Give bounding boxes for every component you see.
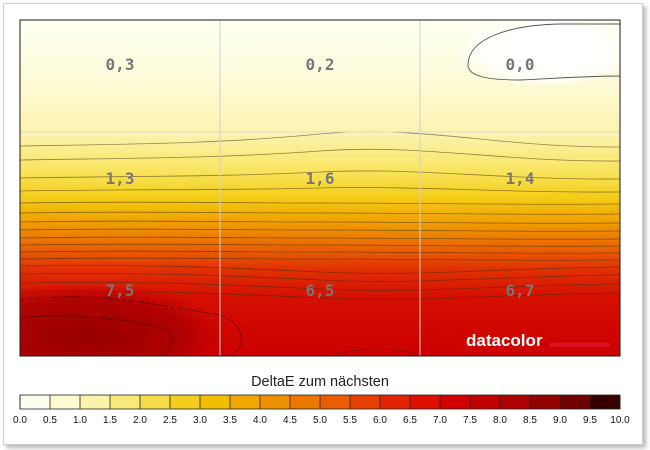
scale-swatch: [230, 395, 261, 409]
datacolor-logo: datacolor: [466, 331, 609, 350]
contour-line: [20, 187, 620, 193]
scale-swatch: [440, 395, 471, 409]
contour-line: [20, 257, 620, 261]
scale-tick-label: 7.5: [463, 415, 477, 426]
cell-label-r2-c1: 1,3: [106, 169, 135, 188]
scale-tick-label: 5.5: [343, 415, 357, 426]
heatmap-surface: [20, 20, 620, 356]
cell-label-r3-c2: 6,5: [306, 281, 335, 300]
contour-line: [20, 250, 620, 254]
scale-tick-label: 3.5: [223, 415, 237, 426]
contour-line: [20, 281, 620, 291]
scale-swatch: [110, 395, 141, 409]
contour-line: [20, 236, 620, 240]
contour-line: [20, 272, 620, 282]
scale-tick-label: 1.0: [73, 415, 87, 426]
scale-tick-label: 0.0: [13, 415, 27, 426]
contour-line: [20, 201, 620, 205]
scale-tick-label: 2.0: [133, 415, 147, 426]
scale-tick-label: 6.0: [373, 415, 387, 426]
scale-swatch: [560, 395, 591, 409]
scale-swatch: [470, 395, 501, 409]
contour-line: [20, 228, 620, 232]
contour-line: [20, 290, 620, 300]
contour-lines: [20, 131, 620, 300]
plot-border: [19, 19, 621, 357]
contour-line: [20, 170, 620, 180]
cell-label-r1-c3: 0,0: [506, 55, 535, 74]
contour-line: [20, 220, 620, 224]
contour-line: [20, 243, 620, 247]
scale-swatch: [140, 395, 171, 409]
contour-dark-region: [20, 296, 242, 356]
brand-text: datacolor: [466, 331, 543, 350]
scale-title: DeltaE zum nächsten: [251, 374, 389, 390]
scale-tick-label: 5.0: [313, 415, 327, 426]
contour-line: [20, 131, 620, 148]
scale-swatch: [500, 395, 531, 409]
cell-label-r2-c2: 1,6: [306, 169, 335, 188]
contour-line: [20, 211, 620, 215]
cell-label-r3-c3: 6,7: [506, 281, 535, 300]
contour-bottom-center: [329, 348, 421, 356]
scale-swatch: [200, 395, 231, 409]
scale-swatch: [50, 395, 81, 409]
scale-tick-label: 9.5: [583, 415, 597, 426]
scale-tick-label: 10.0: [610, 415, 630, 426]
scale-tick-label: 4.0: [253, 415, 267, 426]
brand-underline: [550, 343, 609, 347]
scale-swatch: [380, 395, 411, 409]
scale-tick-label: 2.5: [163, 415, 177, 426]
scale-tick-label: 8.0: [493, 415, 507, 426]
scale-tick-label: 8.5: [523, 415, 537, 426]
scale-swatch: [410, 395, 441, 409]
color-scale-bar: [19, 394, 621, 410]
cell-label-r1-c1: 0,3: [106, 55, 135, 74]
scale-swatch: [260, 395, 291, 409]
scale-tick-label: 6.5: [403, 415, 417, 426]
contour-top-right: [467, 23, 620, 81]
cell-label-r3-c1: 7,5: [106, 281, 135, 300]
contour-line: [20, 264, 620, 274]
scale-tick-label: 0.5: [43, 415, 57, 426]
cell-label-r1-c2: 0,2: [306, 55, 335, 74]
scale-tick-label: 3.0: [193, 415, 207, 426]
scale-swatch: [290, 395, 321, 409]
scale-tick-label: 1.5: [103, 415, 117, 426]
scale-swatch: [20, 395, 51, 409]
scale-tick-label: 4.5: [283, 415, 297, 426]
scale-swatch: [530, 395, 561, 409]
cell-value-labels: 0,3 0,2 0,0 1,3 1,6 1,4 7,5 6,5 6,7: [106, 55, 535, 300]
contour-line: [20, 148, 620, 162]
scale-tick-label: 9.0: [553, 415, 567, 426]
scale-swatch: [320, 395, 351, 409]
contour-dark-inner: [20, 315, 173, 356]
scale-swatch: [590, 395, 621, 409]
scale-swatch: [80, 395, 111, 409]
cell-grid: [20, 20, 620, 356]
scale-swatch: [350, 395, 381, 409]
cell-label-r2-c3: 1,4: [506, 169, 535, 188]
scale-swatch: [170, 395, 201, 409]
color-scale-ticks: 0.0 0.5 1.0 1.5 2.0 2.5 3.0 3.5 4.0 4.5 5.0 5.5 6.0 6…: [13, 395, 630, 426]
scale-tick-label: 7.0: [433, 415, 447, 426]
